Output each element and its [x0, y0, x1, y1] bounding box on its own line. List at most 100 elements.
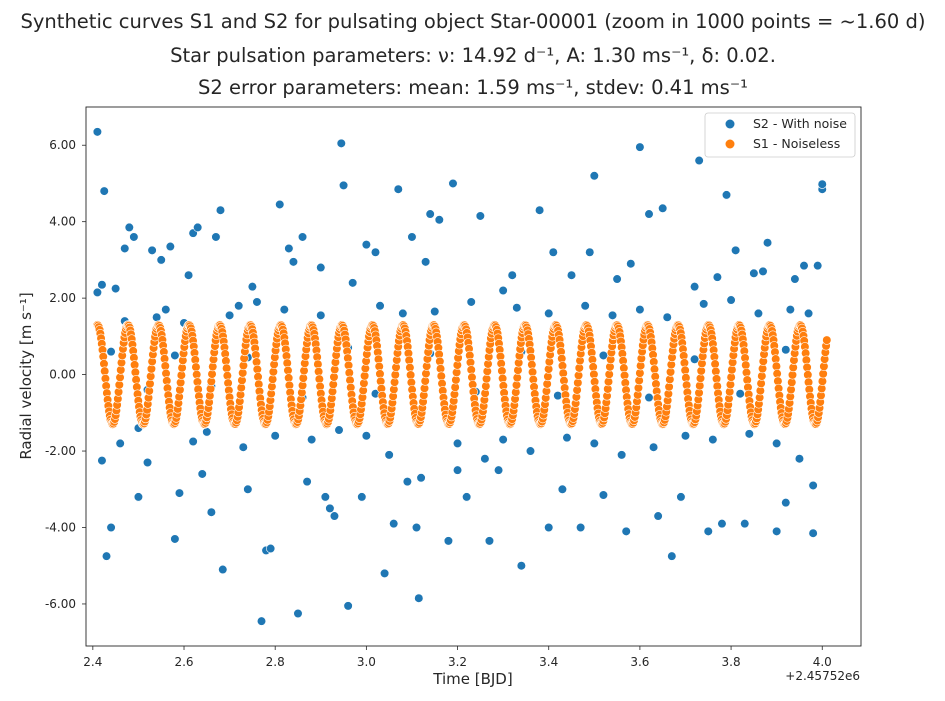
- data-point-s2: [813, 261, 823, 271]
- data-point-s2: [124, 222, 134, 233]
- y-tick-label: -2.00: [45, 444, 76, 458]
- y-tick-label: 2.00: [49, 291, 76, 305]
- legend-marker-s2: [725, 119, 735, 129]
- y-tick-label: 0.00: [49, 368, 76, 382]
- x-tick-label: 2.6: [174, 655, 193, 669]
- data-point-s2: [97, 280, 107, 290]
- data-point-s2: [749, 268, 759, 278]
- data-point-s2: [414, 593, 424, 603]
- data-point-s2: [717, 519, 727, 529]
- data-point-s2: [284, 243, 294, 254]
- data-point-s2: [421, 257, 431, 267]
- data-point-s2: [466, 297, 476, 307]
- data-point-s2: [580, 301, 590, 311]
- data-point-s2: [598, 490, 609, 500]
- data-point-s2: [512, 303, 522, 313]
- data-point-s2: [316, 310, 326, 320]
- data-point-s2: [111, 283, 121, 294]
- chart-title-line-3: S2 error parameters: mean: 1.59 ms⁻¹, st…: [198, 76, 748, 99]
- x-tick-label: 3.6: [630, 655, 649, 669]
- data-point-s2: [398, 308, 408, 319]
- data-point-s2: [516, 561, 526, 571]
- data-point-s2: [142, 457, 153, 468]
- data-point-s2: [648, 442, 659, 452]
- data-point-s2: [740, 519, 750, 529]
- x-tick-label: 2.8: [266, 655, 285, 669]
- data-point-s2: [106, 347, 116, 357]
- data-point-s2: [170, 350, 180, 361]
- legend-box: [704, 112, 856, 158]
- data-point-s2: [434, 215, 444, 225]
- data-point-s2: [612, 274, 622, 284]
- data-point-s2: [133, 492, 144, 502]
- data-point-s2: [411, 522, 422, 533]
- data-point-s2: [544, 308, 554, 319]
- data-point-s2: [389, 519, 399, 529]
- x-tick-label: 4.0: [813, 655, 832, 669]
- data-point-s2: [735, 389, 745, 399]
- data-point-s2: [475, 211, 485, 221]
- data-point-s2: [336, 138, 346, 148]
- data-point-s2: [279, 305, 289, 315]
- x-tick-label: 3.0: [357, 655, 376, 669]
- data-point-s2: [307, 434, 317, 445]
- data-point-s2: [170, 534, 180, 544]
- series-s1-noiseless: [92, 320, 832, 429]
- data-point-s2: [694, 155, 704, 166]
- data-point-s2: [680, 431, 691, 441]
- data-point-s2: [480, 454, 490, 464]
- data-point-s2: [361, 240, 371, 250]
- data-point-s2: [484, 536, 495, 546]
- data-point-s2: [758, 266, 768, 276]
- data-point-s2: [808, 480, 818, 491]
- data-point-s2: [762, 238, 773, 248]
- data-point-s2: [744, 429, 754, 439]
- data-point-s2: [557, 484, 567, 494]
- data-point-s2: [247, 282, 257, 292]
- data-point-s2: [721, 190, 732, 200]
- data-point-s2: [99, 186, 109, 196]
- data-point-s2: [653, 511, 663, 521]
- data-point-s2: [690, 354, 700, 364]
- data-point-s2: [375, 301, 385, 311]
- x-axis-ticks: 2.4 2.6 2.8 3.0 3.2 3.4 3.6 3.8 4.0: [83, 646, 832, 669]
- data-point-s2: [165, 241, 175, 252]
- series-s2-with-noise: [92, 127, 827, 626]
- data-point-s2: [817, 179, 827, 189]
- data-point-s2: [667, 551, 677, 561]
- x-tick-label: 3.2: [448, 655, 467, 669]
- data-point-s2: [617, 450, 627, 460]
- data-point-s2: [202, 427, 212, 437]
- data-point-s2: [790, 274, 800, 284]
- data-point-s2: [753, 308, 764, 319]
- data-point-s2: [794, 454, 805, 464]
- data-point-s2: [234, 301, 244, 311]
- data-point-s2: [430, 306, 440, 317]
- data-point-s2: [275, 199, 285, 210]
- y-tick-label: 6.00: [49, 138, 76, 152]
- data-point-s2: [325, 503, 335, 513]
- y-axis-ticks: -6.00 -4.00 -2.00 0.00 2.00 4.00 6.00: [45, 138, 86, 611]
- data-point-s2: [384, 450, 394, 460]
- data-point-s2: [566, 270, 577, 280]
- chart-title-line-1: Synthetic curves S1 and S2 for pulsating…: [21, 10, 926, 33]
- data-point-s2: [676, 492, 686, 502]
- data-point-s2: [443, 536, 454, 546]
- data-point-s2: [607, 310, 618, 320]
- data-point-s2: [156, 255, 166, 265]
- data-point-s2: [416, 473, 426, 483]
- data-point-s2: [380, 568, 390, 578]
- data-point-s2: [589, 438, 599, 448]
- data-point-s2: [712, 272, 722, 282]
- data-point-s2: [808, 528, 818, 538]
- data-point-s2: [147, 245, 157, 255]
- data-point-s2: [238, 442, 248, 452]
- data-point-s2: [370, 247, 381, 257]
- data-point-s2: [316, 262, 326, 273]
- data-point-s2: [452, 465, 463, 475]
- data-point-s2: [535, 205, 545, 215]
- data-point-s1: [822, 335, 832, 345]
- data-point-s2: [589, 171, 599, 181]
- data-point-s2: [690, 282, 700, 292]
